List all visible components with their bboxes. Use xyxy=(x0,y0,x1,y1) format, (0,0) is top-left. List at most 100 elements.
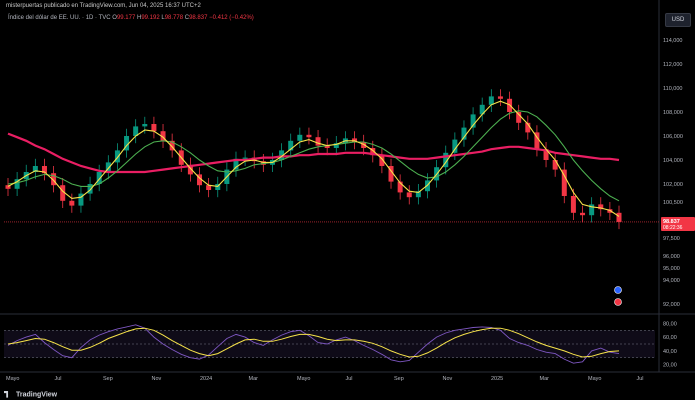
change-value: −0.412 (−0.42%) xyxy=(209,15,254,21)
candle-body xyxy=(169,140,175,151)
candle-body xyxy=(32,166,38,172)
candle-body xyxy=(397,181,403,193)
candle-body xyxy=(589,204,595,216)
time-axis-label: Sep xyxy=(103,376,113,382)
candle-body xyxy=(561,169,567,196)
publisher-header: misterpuertas publicado en TradingView.c… xyxy=(6,3,201,9)
price-axis-label: 114,000 xyxy=(663,38,682,44)
price-axis-label: 95,000 xyxy=(663,266,680,272)
time-axis-label: Mayo xyxy=(588,376,601,382)
low-label: L xyxy=(161,15,165,21)
open-value: 99.177 xyxy=(116,15,136,21)
candle-body xyxy=(151,124,157,132)
candle-body xyxy=(315,137,321,146)
candle-body xyxy=(133,126,139,136)
price-tag-countdown: 08:22:36 xyxy=(663,225,683,231)
time-axis-label: 2024 xyxy=(200,376,212,382)
candle-body xyxy=(534,132,540,150)
candle-body xyxy=(443,152,449,168)
price-axis-label: 94,000 xyxy=(663,278,680,284)
ma-mid-line xyxy=(7,110,620,202)
price-axis-label: 100,500 xyxy=(663,200,683,206)
candle-body xyxy=(379,155,385,166)
candle-body xyxy=(616,212,622,222)
candle-body xyxy=(488,96,494,105)
price-tag-box xyxy=(661,216,695,231)
candle-body xyxy=(370,148,376,156)
high-value: 99.192 xyxy=(141,15,160,21)
candle-body xyxy=(187,164,193,175)
candle-body xyxy=(5,185,11,189)
time-axis-label: Jul xyxy=(55,376,62,382)
candle-body xyxy=(479,104,485,115)
candle-body xyxy=(552,160,558,170)
price-axis-label: 106,000 xyxy=(663,134,683,140)
time-axis-label: Jul xyxy=(637,376,644,382)
high-label: H xyxy=(136,15,142,21)
low-value: 98.778 xyxy=(164,15,184,21)
candle-body xyxy=(415,191,421,198)
time-axis-label: Sep xyxy=(394,376,404,382)
currency-button[interactable]: USD xyxy=(665,13,691,27)
time-axis-label: Mayo xyxy=(297,376,310,382)
price-axis-label: 112,000 xyxy=(663,62,682,68)
price-axis-label: 104,000 xyxy=(663,158,683,164)
time-axis-label: 2025 xyxy=(491,376,503,382)
candle-body xyxy=(260,161,266,165)
candle-body xyxy=(60,185,66,201)
candle-body xyxy=(570,196,576,213)
candle-body xyxy=(452,139,458,153)
candle-body xyxy=(51,173,57,186)
candle-body xyxy=(461,127,467,140)
candle-body xyxy=(96,172,102,184)
earnings-marker-icon xyxy=(614,298,622,306)
price-axis-label: 102,000 xyxy=(663,182,683,188)
close-value: 98.837 xyxy=(189,15,208,21)
candle-body xyxy=(215,184,221,190)
candle-body xyxy=(324,145,330,148)
candle-body xyxy=(124,136,130,151)
price-tag-value: 98.837 xyxy=(663,219,680,225)
rsi-axis-label: 80,00 xyxy=(663,321,677,327)
symbol-name: Índice del dólar de EE. UU. · 1D · TVC xyxy=(8,15,111,21)
candle-body xyxy=(525,122,531,133)
price-axis-label: 96,000 xyxy=(663,254,680,260)
candle-body xyxy=(206,185,212,190)
candle-body xyxy=(306,134,312,138)
candle-body xyxy=(279,150,285,160)
rsi-line xyxy=(7,324,620,364)
candle-body xyxy=(470,114,476,128)
close-label: C xyxy=(184,15,190,21)
candle-body xyxy=(388,166,394,182)
candle-body xyxy=(87,184,93,194)
candle-body xyxy=(580,212,586,216)
candle-body xyxy=(543,149,549,160)
candle-body xyxy=(333,143,339,148)
time-axis-label: Jul xyxy=(346,376,353,382)
candle-body xyxy=(105,162,111,172)
tradingview-logo-icon xyxy=(4,390,9,398)
candle-body xyxy=(352,138,358,142)
candle-body xyxy=(69,200,75,206)
candle-body xyxy=(160,131,166,141)
price-axis-label: 97,500 xyxy=(663,236,680,242)
symbol-legend: Índice del dólar de EE. UU. · 1D · TVC O… xyxy=(8,15,254,21)
candle-body xyxy=(406,192,412,198)
candle-body xyxy=(497,96,503,99)
event-marker-icon xyxy=(614,286,622,294)
time-axis-label: Nov xyxy=(443,376,453,382)
rsi-axis-label: 40,00 xyxy=(663,349,677,355)
footer-brand: TradingView xyxy=(16,391,58,398)
candle-body xyxy=(78,193,84,206)
candle-body xyxy=(41,166,47,174)
rsi-axis-label: 20,00 xyxy=(663,363,677,369)
candle-body xyxy=(598,204,604,210)
candle-body xyxy=(288,140,294,151)
price-axis-label: 92,000 xyxy=(663,302,680,308)
candle-body xyxy=(14,179,20,189)
candle-body xyxy=(242,157,248,159)
tradingview-footer: TradingView xyxy=(4,390,58,398)
price-axis-label: 110,000 xyxy=(663,86,682,92)
open-label: O xyxy=(112,15,117,21)
